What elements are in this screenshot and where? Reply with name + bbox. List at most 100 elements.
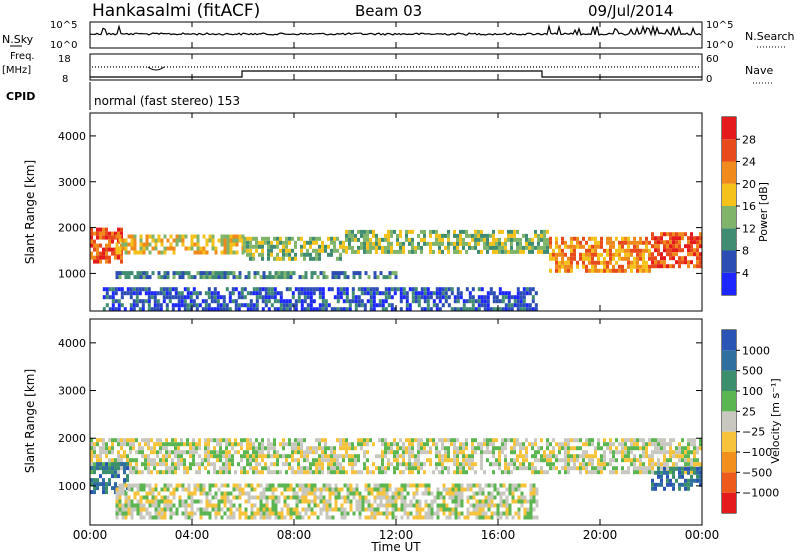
range-cell <box>396 241 399 246</box>
range-cell <box>234 299 238 304</box>
range-cell <box>285 303 289 308</box>
range-cell <box>118 238 122 243</box>
range-cell <box>127 250 131 255</box>
range-cell <box>271 511 275 516</box>
range-cell <box>354 303 358 308</box>
range-cell <box>306 458 309 463</box>
range-cell <box>115 503 119 508</box>
range-cell <box>310 491 314 496</box>
date-title: 09/Jul/2014 <box>588 2 673 20</box>
range-cell <box>324 442 327 447</box>
range-cell <box>279 295 283 300</box>
range-cell <box>384 470 387 475</box>
range-cell <box>295 491 299 496</box>
range-cell <box>441 454 444 459</box>
range-cell <box>654 236 657 241</box>
range-cell <box>256 511 260 516</box>
range-cell <box>594 244 597 249</box>
range-cell <box>444 287 448 292</box>
range-cell <box>399 229 402 234</box>
range-cell <box>534 438 537 443</box>
range-cell <box>187 275 191 280</box>
range-cell <box>690 474 693 479</box>
range-cell <box>157 234 161 239</box>
range-cell <box>648 256 651 261</box>
range-cell <box>307 503 311 508</box>
range-cell <box>147 454 150 459</box>
range-cell <box>213 307 217 312</box>
range-cell <box>265 499 269 504</box>
range-cell <box>501 450 504 455</box>
range-cell <box>333 295 337 300</box>
range-cell <box>699 470 702 475</box>
range-cell <box>388 483 392 488</box>
range-cell <box>390 303 394 308</box>
range-cell <box>417 438 420 443</box>
range-cell <box>181 234 185 239</box>
range-cell <box>90 482 93 487</box>
range-cell <box>90 255 93 260</box>
range-cell <box>285 287 289 292</box>
range-cell <box>390 245 393 250</box>
range-cell <box>474 470 477 475</box>
range-cell <box>325 507 329 512</box>
range-cell <box>336 248 339 253</box>
range-cell <box>96 251 99 256</box>
range-cell <box>460 487 464 492</box>
range-cell <box>234 470 237 475</box>
range-cell <box>424 515 428 520</box>
range-cell <box>675 252 678 257</box>
range-cell <box>633 458 636 463</box>
range-cell <box>330 287 334 292</box>
range-cell <box>237 307 241 312</box>
range-cell <box>591 236 594 241</box>
range-cell <box>328 507 332 512</box>
range-cell <box>609 256 612 261</box>
range-cell <box>198 454 201 459</box>
range-cell <box>373 515 377 520</box>
range-cell <box>249 244 252 249</box>
range-cell <box>549 466 552 471</box>
range-cell <box>346 275 350 280</box>
range-cell <box>159 450 162 455</box>
range-cell <box>579 466 582 471</box>
range-cell <box>298 499 302 504</box>
range-cell <box>234 438 237 443</box>
range-cell <box>600 252 603 257</box>
range-cell <box>678 458 681 463</box>
range-cell <box>160 487 164 492</box>
range-cell <box>297 446 300 451</box>
range-cell <box>352 271 356 276</box>
range-cell <box>492 249 495 254</box>
range-cell <box>205 495 209 500</box>
range-cell <box>133 495 137 500</box>
range-cell <box>612 252 615 257</box>
range-cell <box>666 466 669 471</box>
range-cell <box>261 244 264 249</box>
range-cell <box>684 446 687 451</box>
range-cell <box>253 511 257 516</box>
range-cell <box>99 227 102 232</box>
range-cell <box>240 466 243 471</box>
range-cell <box>654 462 657 467</box>
range-cell <box>186 295 190 300</box>
range-cell <box>120 442 123 447</box>
range-cell <box>499 483 503 488</box>
colorbar-swatch <box>722 183 736 206</box>
range-cell <box>471 450 474 455</box>
range-cell <box>471 438 474 443</box>
range-cell <box>268 487 272 492</box>
range-cell <box>171 287 175 292</box>
range-cell <box>475 491 479 496</box>
range-cell <box>264 299 268 304</box>
range-cell <box>267 442 270 447</box>
range-cell <box>309 466 312 471</box>
range-cell <box>457 511 461 516</box>
range-cell <box>294 470 297 475</box>
range-cell <box>108 295 112 300</box>
range-cell <box>495 295 499 300</box>
range-cell <box>543 241 546 246</box>
range-cell <box>304 271 308 276</box>
range-cell <box>385 511 389 516</box>
range-cell <box>597 458 600 463</box>
